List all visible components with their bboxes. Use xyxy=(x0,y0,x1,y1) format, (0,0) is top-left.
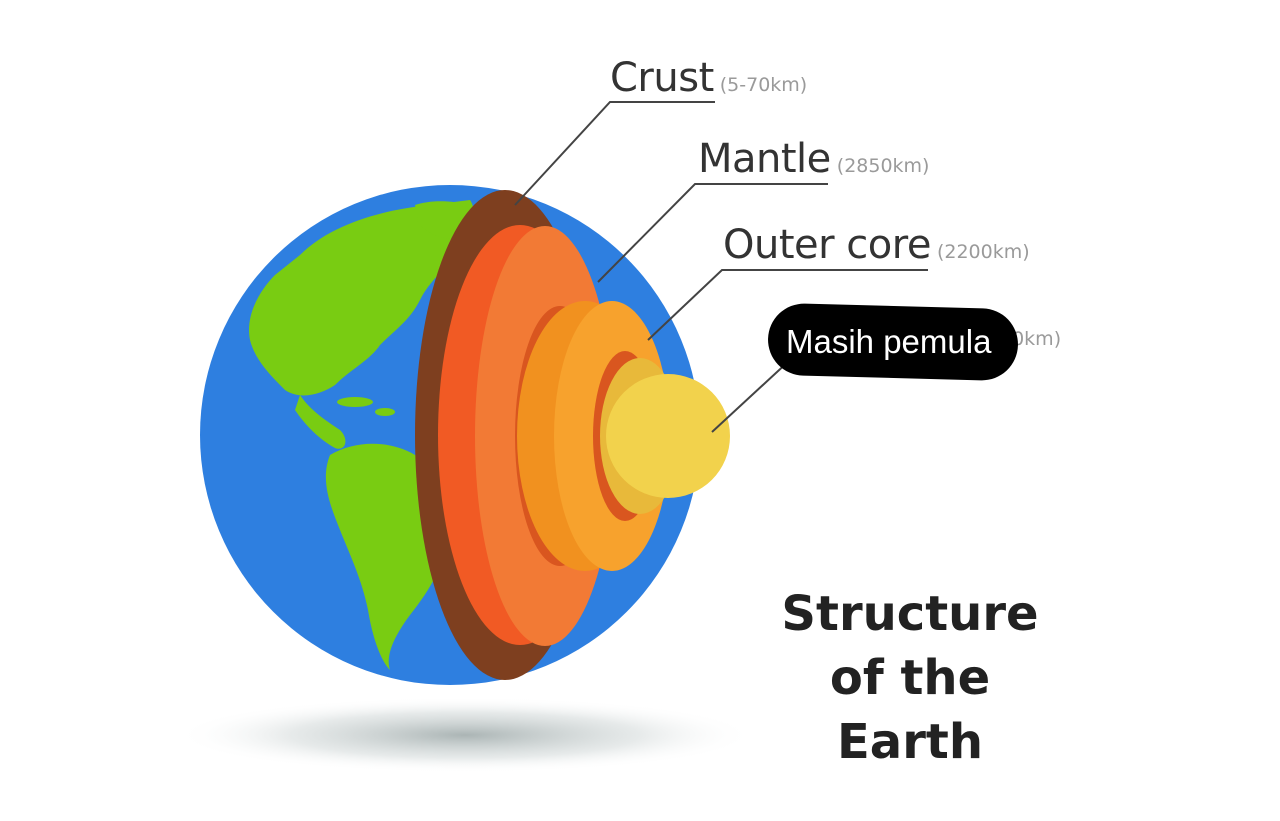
crust-label: Crust (5-70km) xyxy=(610,55,807,101)
crust-leader-line xyxy=(514,101,715,206)
outer-core-label: Outer core (2200km) xyxy=(723,222,1030,268)
crust-label-name: Crust xyxy=(610,55,714,101)
outer-core-label-depth: (2200km) xyxy=(936,241,1030,263)
title-line-2: of the xyxy=(829,650,991,706)
inner-core xyxy=(606,374,730,498)
outer-core-label-name: Outer core xyxy=(723,222,931,268)
caribbean-island xyxy=(337,397,373,407)
title-line-3: Earth xyxy=(837,714,983,770)
cutaway-layers xyxy=(415,190,730,680)
mantle-label-name: Mantle xyxy=(698,136,831,182)
mantle-label: Mantle (2850km) xyxy=(698,136,929,182)
caribbean-island xyxy=(375,408,395,416)
central-america xyxy=(295,395,346,449)
crust-label-depth: (5-70km) xyxy=(719,74,808,96)
title-line-1: Structure xyxy=(781,586,1039,642)
north-america xyxy=(249,200,475,396)
mantle-leader-line xyxy=(597,183,828,283)
inner-core-leader-line xyxy=(711,359,791,433)
outer-core-leader-line xyxy=(647,269,928,341)
mantle-label-depth: (2850km) xyxy=(836,155,930,177)
sticker-text: Masih pemula xyxy=(786,323,992,360)
leader-lines xyxy=(514,101,928,433)
diagram-title: Structure of the Earth xyxy=(760,582,1060,774)
ground-shadow xyxy=(175,697,755,773)
